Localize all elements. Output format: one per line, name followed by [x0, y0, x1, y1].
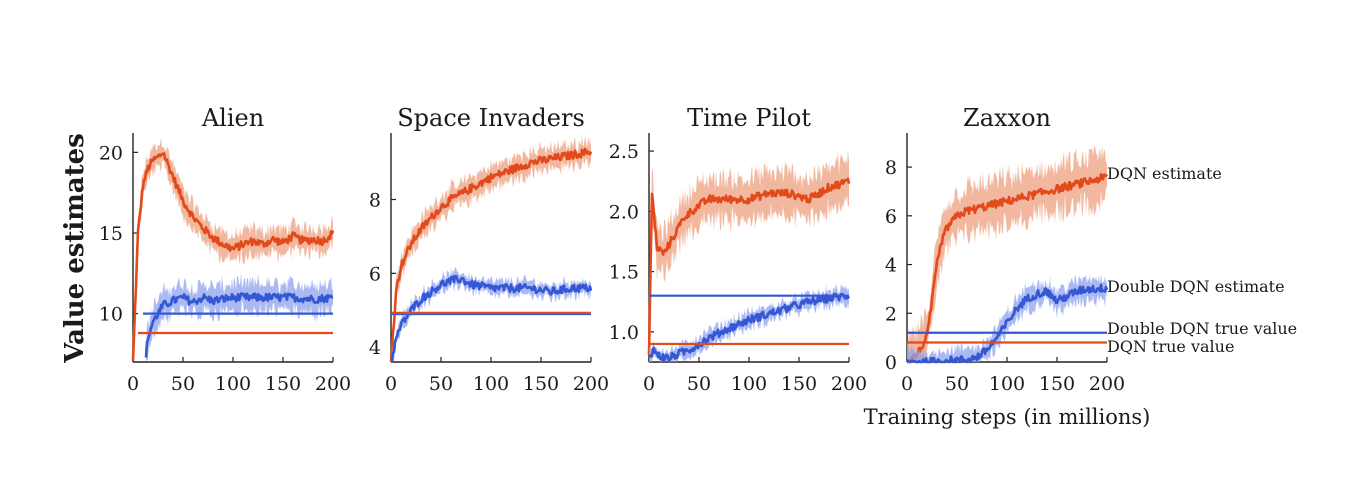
legend-double-dqn-estimate: Double DQN estimate: [1107, 277, 1285, 296]
x-tick-label: 200: [315, 373, 351, 395]
y-tick-label: 8: [885, 157, 897, 179]
y-tick-label: 1.0: [609, 322, 639, 344]
legend-dqn-estimate: DQN estimate: [1107, 164, 1222, 183]
panel-title: Zaxxon: [963, 104, 1051, 132]
x-axis-label: Training steps (in millions): [864, 405, 1151, 429]
panel-title: Time Pilot: [687, 104, 811, 132]
x-tick-label: 0: [127, 373, 139, 395]
x-tick-label: 100: [731, 373, 767, 395]
series-dqn-estimate: [131, 152, 335, 361]
x-tick-label: 100: [473, 373, 509, 395]
x-tick-label: 150: [265, 373, 301, 395]
series-dqn-estimate: [906, 173, 1109, 364]
x-tick-label: 100: [215, 373, 251, 395]
x-tick-label: 200: [831, 373, 867, 395]
y-tick-label: 20: [99, 142, 123, 164]
panel-title: Alien: [201, 104, 264, 132]
legend-double-dqn-true-value: Double DQN true value: [1107, 319, 1297, 338]
y-tick-label: 4: [885, 255, 897, 277]
x-tick-label: 0: [643, 373, 655, 395]
series-double-estimate: [144, 292, 334, 358]
legend-labels: DQN estimate Double DQN estimate Double …: [1107, 164, 1297, 356]
panel-1: Space Invaders 0 50 100 150 200 4 6 8: [369, 104, 609, 395]
series-double-estimate: [390, 274, 593, 362]
x-tick-label: 200: [1089, 373, 1125, 395]
y-axis-label: Value estimates: [60, 133, 90, 364]
x-tick-label: 0: [901, 373, 913, 395]
x-tick-label: 150: [1039, 373, 1075, 395]
x-tick-label: 50: [171, 373, 195, 395]
y-tick-label: 8: [369, 189, 381, 211]
x-tick-label: 50: [945, 373, 969, 395]
y-tick-label: 6: [885, 206, 897, 228]
x-tick-label: 150: [523, 373, 559, 395]
y-tick-label: 10: [99, 304, 123, 326]
x-tick-label: 0: [385, 373, 397, 395]
x-tick-label: 150: [781, 373, 817, 395]
x-tick-label: 50: [429, 373, 453, 395]
band-double-estimate: [907, 273, 1107, 362]
panel-0: Alien 0 50 100 150 200 10 15 20: [99, 104, 351, 395]
y-tick-label: 1.5: [609, 262, 639, 284]
y-tick-label: 15: [99, 223, 123, 245]
panel-3: Zaxxon 0 50 100 150 200 0 2 4 6 8: [885, 104, 1125, 395]
y-tick-label: 2: [885, 303, 897, 325]
y-tick-label: 6: [369, 263, 381, 285]
panel-2: Time Pilot 0 50 100 150 200 1.0 1.5 2.0 2.5: [609, 104, 867, 395]
band-dqn-estimate: [907, 144, 1107, 362]
y-tick-label: 2.5: [609, 141, 639, 163]
y-tick-label: 0: [885, 352, 897, 374]
legend-dqn-true-value: DQN true value: [1107, 337, 1234, 356]
series-double-estimate: [905, 283, 1109, 364]
series-dqn-estimate: [389, 147, 593, 363]
series-dqn-estimate: [647, 177, 851, 355]
y-tick-label: 2.0: [609, 201, 639, 223]
panel-title: Space Invaders: [397, 104, 585, 132]
y-tick-label: 4: [369, 337, 381, 359]
series-double-estimate: [648, 292, 851, 363]
x-tick-label: 50: [687, 373, 711, 395]
x-tick-label: 100: [989, 373, 1025, 395]
x-tick-label: 200: [573, 373, 609, 395]
